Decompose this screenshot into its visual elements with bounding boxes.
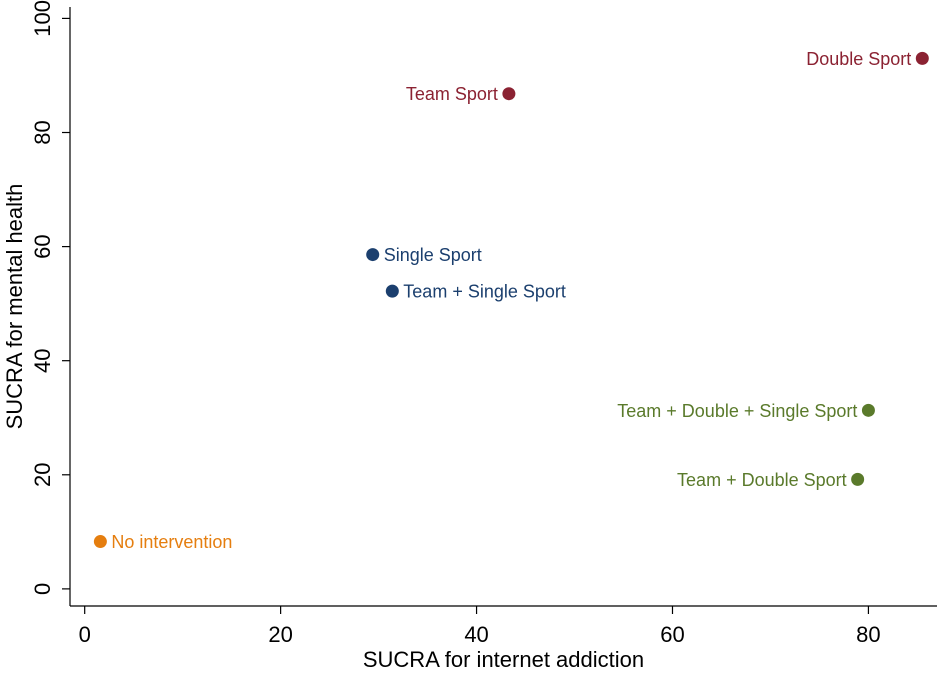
x-ticks: 0 20 40 60 80 xyxy=(79,606,881,647)
data-point-0 xyxy=(915,51,929,65)
data-point-label-2: Single Sport xyxy=(384,245,482,265)
data-point-1 xyxy=(502,87,516,101)
data-points: Double Sport Team Sport Single Sport Team +… xyxy=(93,49,929,552)
y-tick-label-0: 0 xyxy=(30,583,55,595)
x-tick-label-40: 40 xyxy=(464,622,488,647)
data-point-label-0: Double Sport xyxy=(806,49,911,69)
data-point-4 xyxy=(861,403,875,417)
x-tick-label-20: 20 xyxy=(268,622,292,647)
data-point-6 xyxy=(93,535,107,549)
y-tick-label-40: 40 xyxy=(30,348,55,372)
y-tick-label-20: 20 xyxy=(30,463,55,487)
data-point-label-1: Team Sport xyxy=(406,84,498,104)
data-point-label-6: No intervention xyxy=(111,532,232,552)
x-axis-title: SUCRA for internet addiction xyxy=(363,647,644,672)
y-tick-label-60: 60 xyxy=(30,234,55,258)
data-point-2 xyxy=(366,248,380,262)
data-point-5 xyxy=(851,472,865,486)
data-point-label-4: Team + Double + Single Sport xyxy=(617,401,857,421)
data-point-label-3: Team + Single Sport xyxy=(403,282,566,302)
x-tick-label-80: 80 xyxy=(856,622,880,647)
y-axis-title: SUCRA for mental health xyxy=(2,184,27,430)
y-ticks: 0 20 40 60 80 100 xyxy=(30,0,70,595)
x-tick-label-60: 60 xyxy=(660,622,684,647)
axes xyxy=(69,7,937,607)
y-tick-label-100: 100 xyxy=(30,0,55,37)
data-point-3 xyxy=(385,284,399,298)
data-point-label-5: Team + Double Sport xyxy=(677,470,847,490)
x-tick-label-0: 0 xyxy=(79,622,91,647)
y-tick-label-80: 80 xyxy=(30,120,55,144)
